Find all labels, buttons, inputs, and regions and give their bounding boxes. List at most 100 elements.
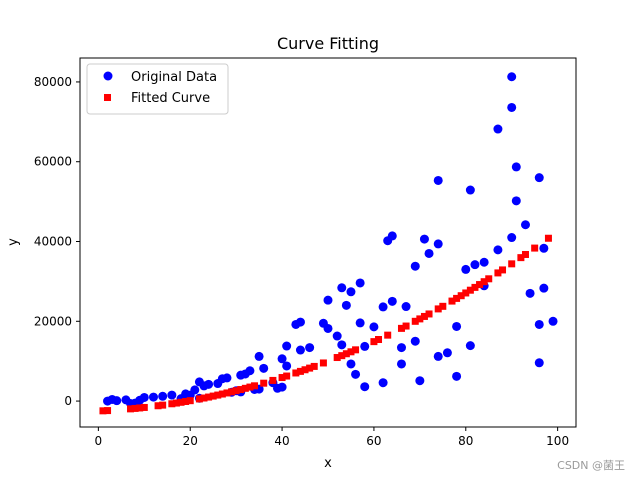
original-data-point <box>277 382 287 392</box>
fitted-curve-point <box>177 398 185 406</box>
fitted-curve-point <box>195 395 203 403</box>
original-data-point <box>410 261 420 271</box>
y-tick-label: 60000 <box>34 155 72 169</box>
fitted-curve-point <box>476 281 484 289</box>
original-data-point <box>511 196 521 206</box>
original-data-point <box>433 351 443 361</box>
original-data-point <box>277 354 287 364</box>
watermark: CSDN @菌王 <box>557 459 625 472</box>
original-data-point <box>539 243 549 253</box>
fitted-curve-point <box>494 269 502 277</box>
fitted-curve-point <box>205 393 213 401</box>
fitted-curve-point <box>104 407 112 415</box>
fitted-curve-point <box>457 292 465 300</box>
fitted-curve-point <box>397 324 405 332</box>
fitted-curve-point <box>296 367 304 375</box>
fitted-curve-point <box>471 283 479 291</box>
original-data-point <box>507 233 517 243</box>
x-tick-label: 20 <box>183 434 198 448</box>
original-data-point <box>346 359 356 369</box>
original-data-point <box>245 366 255 376</box>
y-tick-label: 80000 <box>34 75 72 89</box>
original-data-point <box>442 348 452 358</box>
fitted-curve-point <box>251 382 259 390</box>
fitted-curve-point <box>544 234 552 242</box>
original-data-point <box>493 245 503 255</box>
fitted-curve-point <box>209 392 217 400</box>
original-data-point <box>369 322 379 332</box>
original-data-point <box>396 359 406 369</box>
original-data-point <box>360 382 370 392</box>
fitted-curve-point <box>232 387 240 395</box>
original-data-point <box>355 278 365 288</box>
fitted-curve-point <box>182 397 190 405</box>
fitted-curve-point <box>508 260 516 268</box>
original-data-point <box>112 396 122 406</box>
fitted-curve-point <box>292 369 300 377</box>
fitted-curve-point <box>416 315 424 323</box>
fitted-curve-point <box>480 278 488 286</box>
original-data-point <box>507 72 517 82</box>
original-data-point <box>378 302 388 312</box>
x-tick-label: 40 <box>274 434 289 448</box>
legend-original-label: Original Data <box>131 70 217 85</box>
original-data-point <box>204 379 214 389</box>
original-data-point <box>351 369 361 379</box>
fitted-curve-point <box>228 388 236 396</box>
fitted-curve-point <box>425 310 433 318</box>
legend-fitted-label: Fitted Curve <box>131 91 210 106</box>
legend-fitted-marker <box>104 94 111 101</box>
fitted-curve-point <box>439 302 447 310</box>
x-axis-ticks: 0 20 40 60 80 100 <box>95 427 569 448</box>
fitted-curve-point <box>384 331 392 339</box>
fitted-curve-point <box>241 384 249 392</box>
original-data-point <box>452 321 462 331</box>
plot-frame <box>79 57 577 428</box>
original-data-point <box>222 373 232 383</box>
original-data-point <box>493 124 503 134</box>
fitted-curve-point <box>319 359 327 367</box>
original-data-point <box>378 378 388 388</box>
y-axis-label: y <box>6 238 21 246</box>
original-data-point <box>465 341 475 351</box>
original-data-point <box>465 185 475 195</box>
original-data-point <box>452 371 462 381</box>
original-data-point <box>525 288 535 298</box>
original-data-point <box>401 302 411 312</box>
x-tick-label: 80 <box>458 434 473 448</box>
fitted-curve-point <box>218 390 226 398</box>
fitted-curve-point <box>136 404 144 412</box>
y-tick-label: 0 <box>64 394 72 408</box>
fitted-curve-point <box>172 399 180 407</box>
fitted-curve-point <box>375 336 383 344</box>
fitted-curve-point <box>131 404 139 412</box>
original-data-point <box>433 175 443 185</box>
original-data-point <box>295 317 305 327</box>
original-data-point <box>433 239 443 249</box>
fitted-curve-series <box>99 234 552 415</box>
fitted-curve-point <box>521 250 529 258</box>
fitted-curve-point <box>214 391 222 399</box>
fitted-curve-point <box>517 254 525 262</box>
original-data-point <box>259 363 269 373</box>
fitted-curve-point <box>154 402 162 410</box>
y-tick-label: 40000 <box>34 235 72 249</box>
fitted-curve-point <box>200 394 208 402</box>
original-data-point <box>520 220 530 230</box>
fitted-curve-point <box>140 403 148 411</box>
original-data-point <box>461 264 471 274</box>
original-data-point <box>323 295 333 305</box>
fitted-curve-point <box>448 297 456 305</box>
original-data-point <box>410 336 420 346</box>
original-data-point <box>470 260 480 270</box>
original-data-point <box>534 319 544 329</box>
original-data-point <box>534 173 544 183</box>
fitted-curve-point <box>237 386 245 394</box>
legend: Original Data Fitted Curve <box>86 63 229 115</box>
fitted-curve-point <box>531 244 539 252</box>
x-tick-label: 0 <box>95 434 103 448</box>
fitted-curve-point <box>485 275 493 283</box>
fitted-curve-point <box>283 372 291 380</box>
fitted-curve-point <box>269 376 277 384</box>
